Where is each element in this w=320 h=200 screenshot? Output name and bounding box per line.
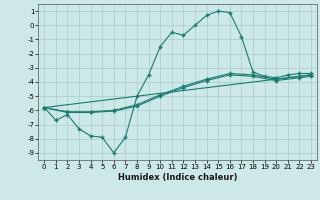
X-axis label: Humidex (Indice chaleur): Humidex (Indice chaleur): [118, 173, 237, 182]
